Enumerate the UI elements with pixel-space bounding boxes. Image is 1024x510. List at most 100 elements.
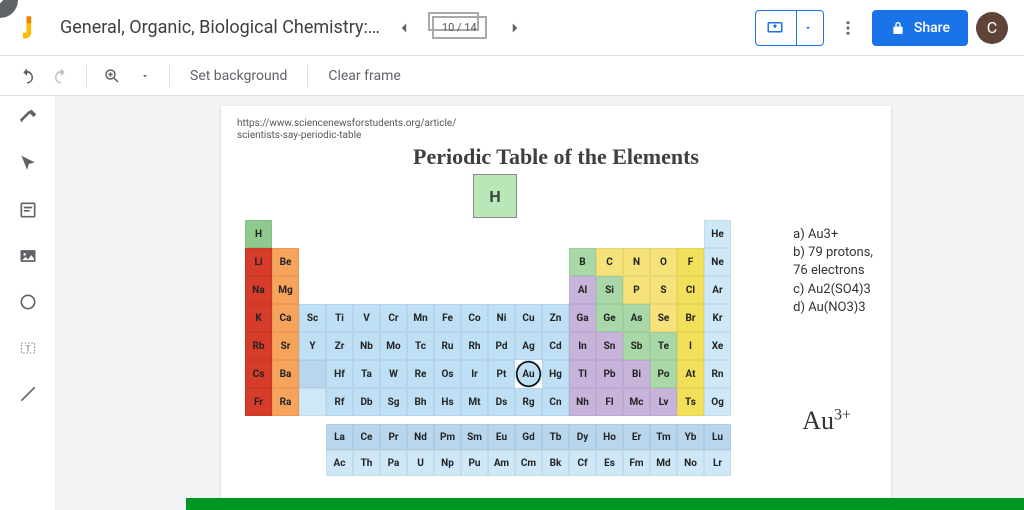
element-cell: As xyxy=(623,304,650,332)
textbox-tool[interactable]: T xyxy=(14,334,42,362)
periodic-row: FrRaRfDbSgBhHsMtDsRgCnNhFlMcLvTsOg xyxy=(245,388,845,416)
element-cell: Md xyxy=(650,450,677,476)
element-cell: Lr xyxy=(704,450,731,476)
element-cell: Th xyxy=(353,450,380,476)
slide-content[interactable]: https://www.sciencenewsforstudents.org/a… xyxy=(221,106,891,506)
element-cell: Xe xyxy=(704,332,731,360)
element-cell: He xyxy=(704,220,731,248)
element-cell: I xyxy=(677,332,704,360)
element-cell: Pu xyxy=(461,450,488,476)
element-cell: Bi xyxy=(623,360,650,388)
element-cell: H xyxy=(245,220,272,248)
element-cell: Am xyxy=(488,450,515,476)
handwritten-sup: 3+ xyxy=(834,406,851,423)
pen-icon xyxy=(0,0,10,10)
zoom-button[interactable] xyxy=(97,62,127,90)
present-button[interactable] xyxy=(755,10,824,46)
element-cell: Cn xyxy=(542,388,569,416)
circle-tool[interactable] xyxy=(14,288,42,316)
element-cell: Ti xyxy=(326,304,353,332)
element-cell: Pb xyxy=(596,360,623,388)
document-title[interactable]: General, Organic, Biological Chemistry:… xyxy=(60,17,380,38)
present-dropdown[interactable] xyxy=(796,11,813,45)
element-cell: Hg xyxy=(542,360,569,388)
element-cell: Np xyxy=(434,450,461,476)
element-cell: Bh xyxy=(407,388,434,416)
eraser-icon xyxy=(17,107,39,129)
element-cell: Bk xyxy=(542,450,569,476)
element-cell: At xyxy=(677,360,704,388)
actinide-row: AcThPaUNpPuAmCmBkCfEsFmMdNoLr xyxy=(326,450,845,476)
more-options-button[interactable] xyxy=(832,12,864,44)
annotation-d: d) Au(NO3)3 xyxy=(793,299,873,317)
select-tool[interactable] xyxy=(14,150,42,178)
account-avatar[interactable]: C xyxy=(976,12,1008,44)
image-tool[interactable] xyxy=(14,242,42,270)
annotation-c: c) Au2(SO4)3 xyxy=(793,281,873,299)
element-cell: Al xyxy=(569,276,596,304)
element-cell: Ga xyxy=(569,304,596,332)
sticky-note-tool[interactable] xyxy=(14,196,42,224)
laser-tool[interactable] xyxy=(14,380,42,408)
element-cell: P xyxy=(623,276,650,304)
element-cell: Hf xyxy=(326,360,353,388)
element-cell: Ts xyxy=(677,388,704,416)
redo-button[interactable] xyxy=(46,62,76,90)
periodic-table-title: Periodic Table of the Elements xyxy=(237,144,875,170)
element-cell: Nh xyxy=(569,388,596,416)
frame-indicator[interactable]: 10 / 14 xyxy=(432,16,487,39)
element-cell: Mg xyxy=(272,276,299,304)
element-cell: Fl xyxy=(596,388,623,416)
element-cell: Es xyxy=(596,450,623,476)
undo-button[interactable] xyxy=(12,62,42,90)
element-cell xyxy=(299,388,326,416)
zoom-dropdown[interactable] xyxy=(131,62,159,90)
eraser-tool[interactable] xyxy=(14,104,42,132)
element-cell: Mo xyxy=(380,332,407,360)
element-cell: Pd xyxy=(488,332,515,360)
handwritten-base: Au xyxy=(802,406,834,435)
clear-frame-button[interactable]: Clear frame xyxy=(318,68,410,84)
element-cell: Se xyxy=(650,304,677,332)
element-cell: Rg xyxy=(515,388,542,416)
share-button[interactable]: Share xyxy=(872,10,968,46)
element-cell: Cd xyxy=(542,332,569,360)
element-cell: Ce xyxy=(353,424,380,450)
element-cell: Te xyxy=(650,332,677,360)
element-cell: Ar xyxy=(704,276,731,304)
tool-sidebar: T xyxy=(0,96,56,510)
legend-symbol: H xyxy=(489,187,500,206)
element-cell: In xyxy=(569,332,596,360)
element-cell: Fm xyxy=(623,450,650,476)
element-cell: U xyxy=(407,450,434,476)
element-cell: Db xyxy=(353,388,380,416)
set-background-button[interactable]: Set background xyxy=(180,68,297,84)
element-cell: Dy xyxy=(569,424,596,450)
share-label: Share xyxy=(914,20,950,36)
chevron-down-icon xyxy=(803,23,813,33)
prev-frame-button[interactable] xyxy=(388,12,420,44)
element-cell: Hs xyxy=(434,388,461,416)
element-cell: Zn xyxy=(542,304,569,332)
element-cell: Ni xyxy=(488,304,515,332)
element-cell: Rf xyxy=(326,388,353,416)
element-cell: Be xyxy=(272,248,299,276)
next-frame-button[interactable] xyxy=(499,12,531,44)
element-cell: Cl xyxy=(677,276,704,304)
element-cell: Si xyxy=(596,276,623,304)
element-cell: Nd xyxy=(407,424,434,450)
canvas[interactable]: https://www.sciencenewsforstudents.org/a… xyxy=(56,96,1024,510)
jamboard-logo xyxy=(16,14,44,42)
circle-icon xyxy=(18,292,38,312)
element-cell: Sn xyxy=(596,332,623,360)
element-cell: Og xyxy=(704,388,731,416)
element-cell: Os xyxy=(434,360,461,388)
source-url-2: scientists-say-periodic-table xyxy=(237,130,875,142)
element-cell: Br xyxy=(677,304,704,332)
bottom-bar xyxy=(186,498,1024,510)
periodic-table: H HHeLiBeBCNOFNeNaMgAlSiPSClArKCaScTiVCr… xyxy=(245,174,845,476)
element-cell: Sm xyxy=(461,424,488,450)
element-cell: Cf xyxy=(569,450,596,476)
element-cell: Cu xyxy=(515,304,542,332)
element-cell: Rn xyxy=(704,360,731,388)
